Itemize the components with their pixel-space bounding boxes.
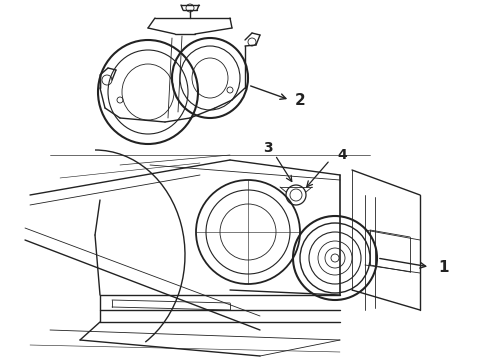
Text: 3: 3 [263, 141, 273, 155]
Text: 2: 2 [295, 93, 306, 108]
Text: 4: 4 [337, 148, 347, 162]
Text: 1: 1 [438, 260, 448, 274]
